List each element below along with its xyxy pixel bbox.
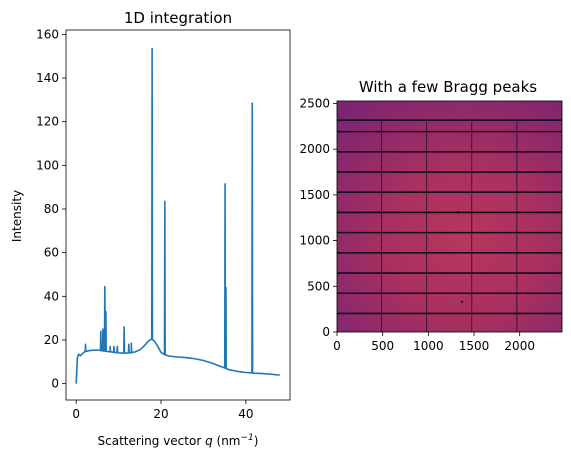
y-tick-label: 0 [322, 325, 330, 339]
x-tick-label: 0 [72, 407, 80, 421]
line-chart-x-ticks: 0 20 40 [72, 400, 254, 421]
x-label-unit: (nm [213, 434, 241, 448]
y-tick-label: 1500 [299, 188, 330, 202]
y-tick-label: 2500 [299, 96, 330, 110]
heatmap-frame [336, 100, 563, 333]
y-tick-label: 120 [36, 115, 59, 129]
x-tick-label: 1500 [459, 339, 490, 353]
x-label-exponent: −1 [241, 433, 254, 443]
x-label-prefix: Scattering vector [98, 434, 206, 448]
detector-image [337, 101, 562, 332]
x-label-variable: q [205, 434, 213, 448]
line-chart-y-ticks: 0 20 40 60 80 100 120 140 160 [36, 27, 66, 391]
y-tick-label: 2000 [299, 142, 330, 156]
y-tick-label: 100 [36, 158, 59, 172]
line-chart-plot-area [75, 47, 280, 384]
line-chart-y-axis-label: Intensity [10, 190, 24, 242]
line-chart-panel: 1D integration 0 20 40 0 20 40 60 80 100 120 140 1… [10, 9, 291, 448]
bragg-peak-spots [457, 211, 464, 304]
heatmap-panel: With a few Bragg peaks 0 500 1000 1500 2000 … [299, 78, 563, 353]
heatmap-y-ticks: 0 500 1000 1500 2000 2500 [299, 96, 337, 339]
y-tick-label: 500 [307, 279, 330, 293]
line-chart-x-axis-label: Scattering vector q (nm−1) [98, 433, 259, 448]
y-tick-label: 160 [36, 27, 59, 41]
y-tick-label: 140 [36, 71, 59, 85]
detector-module-gaps [337, 119, 562, 332]
x-tick-label: 1000 [413, 339, 444, 353]
y-tick-label: 80 [44, 202, 59, 216]
x-tick-label: 20 [153, 407, 168, 421]
y-tick-label: 0 [51, 377, 59, 391]
x-tick-label: 0 [333, 339, 341, 353]
line-chart-title: 1D integration [124, 9, 232, 27]
bragg-peak [457, 211, 460, 214]
heatmap-title: With a few Bragg peaks [359, 78, 537, 96]
x-tick-label: 2000 [504, 339, 535, 353]
y-tick-label: 1000 [299, 234, 330, 248]
y-tick-label: 60 [44, 246, 59, 260]
x-tick-label: 500 [371, 339, 394, 353]
intensity-series-line [75, 47, 280, 384]
x-tick-label: 40 [238, 407, 253, 421]
bragg-peak [460, 300, 464, 304]
line-chart-frame [65, 29, 291, 401]
y-tick-label: 20 [44, 333, 59, 347]
heatmap-x-ticks: 0 500 1000 1500 2000 [333, 332, 535, 353]
x-label-close: ) [254, 434, 259, 448]
y-tick-label: 40 [44, 289, 59, 303]
